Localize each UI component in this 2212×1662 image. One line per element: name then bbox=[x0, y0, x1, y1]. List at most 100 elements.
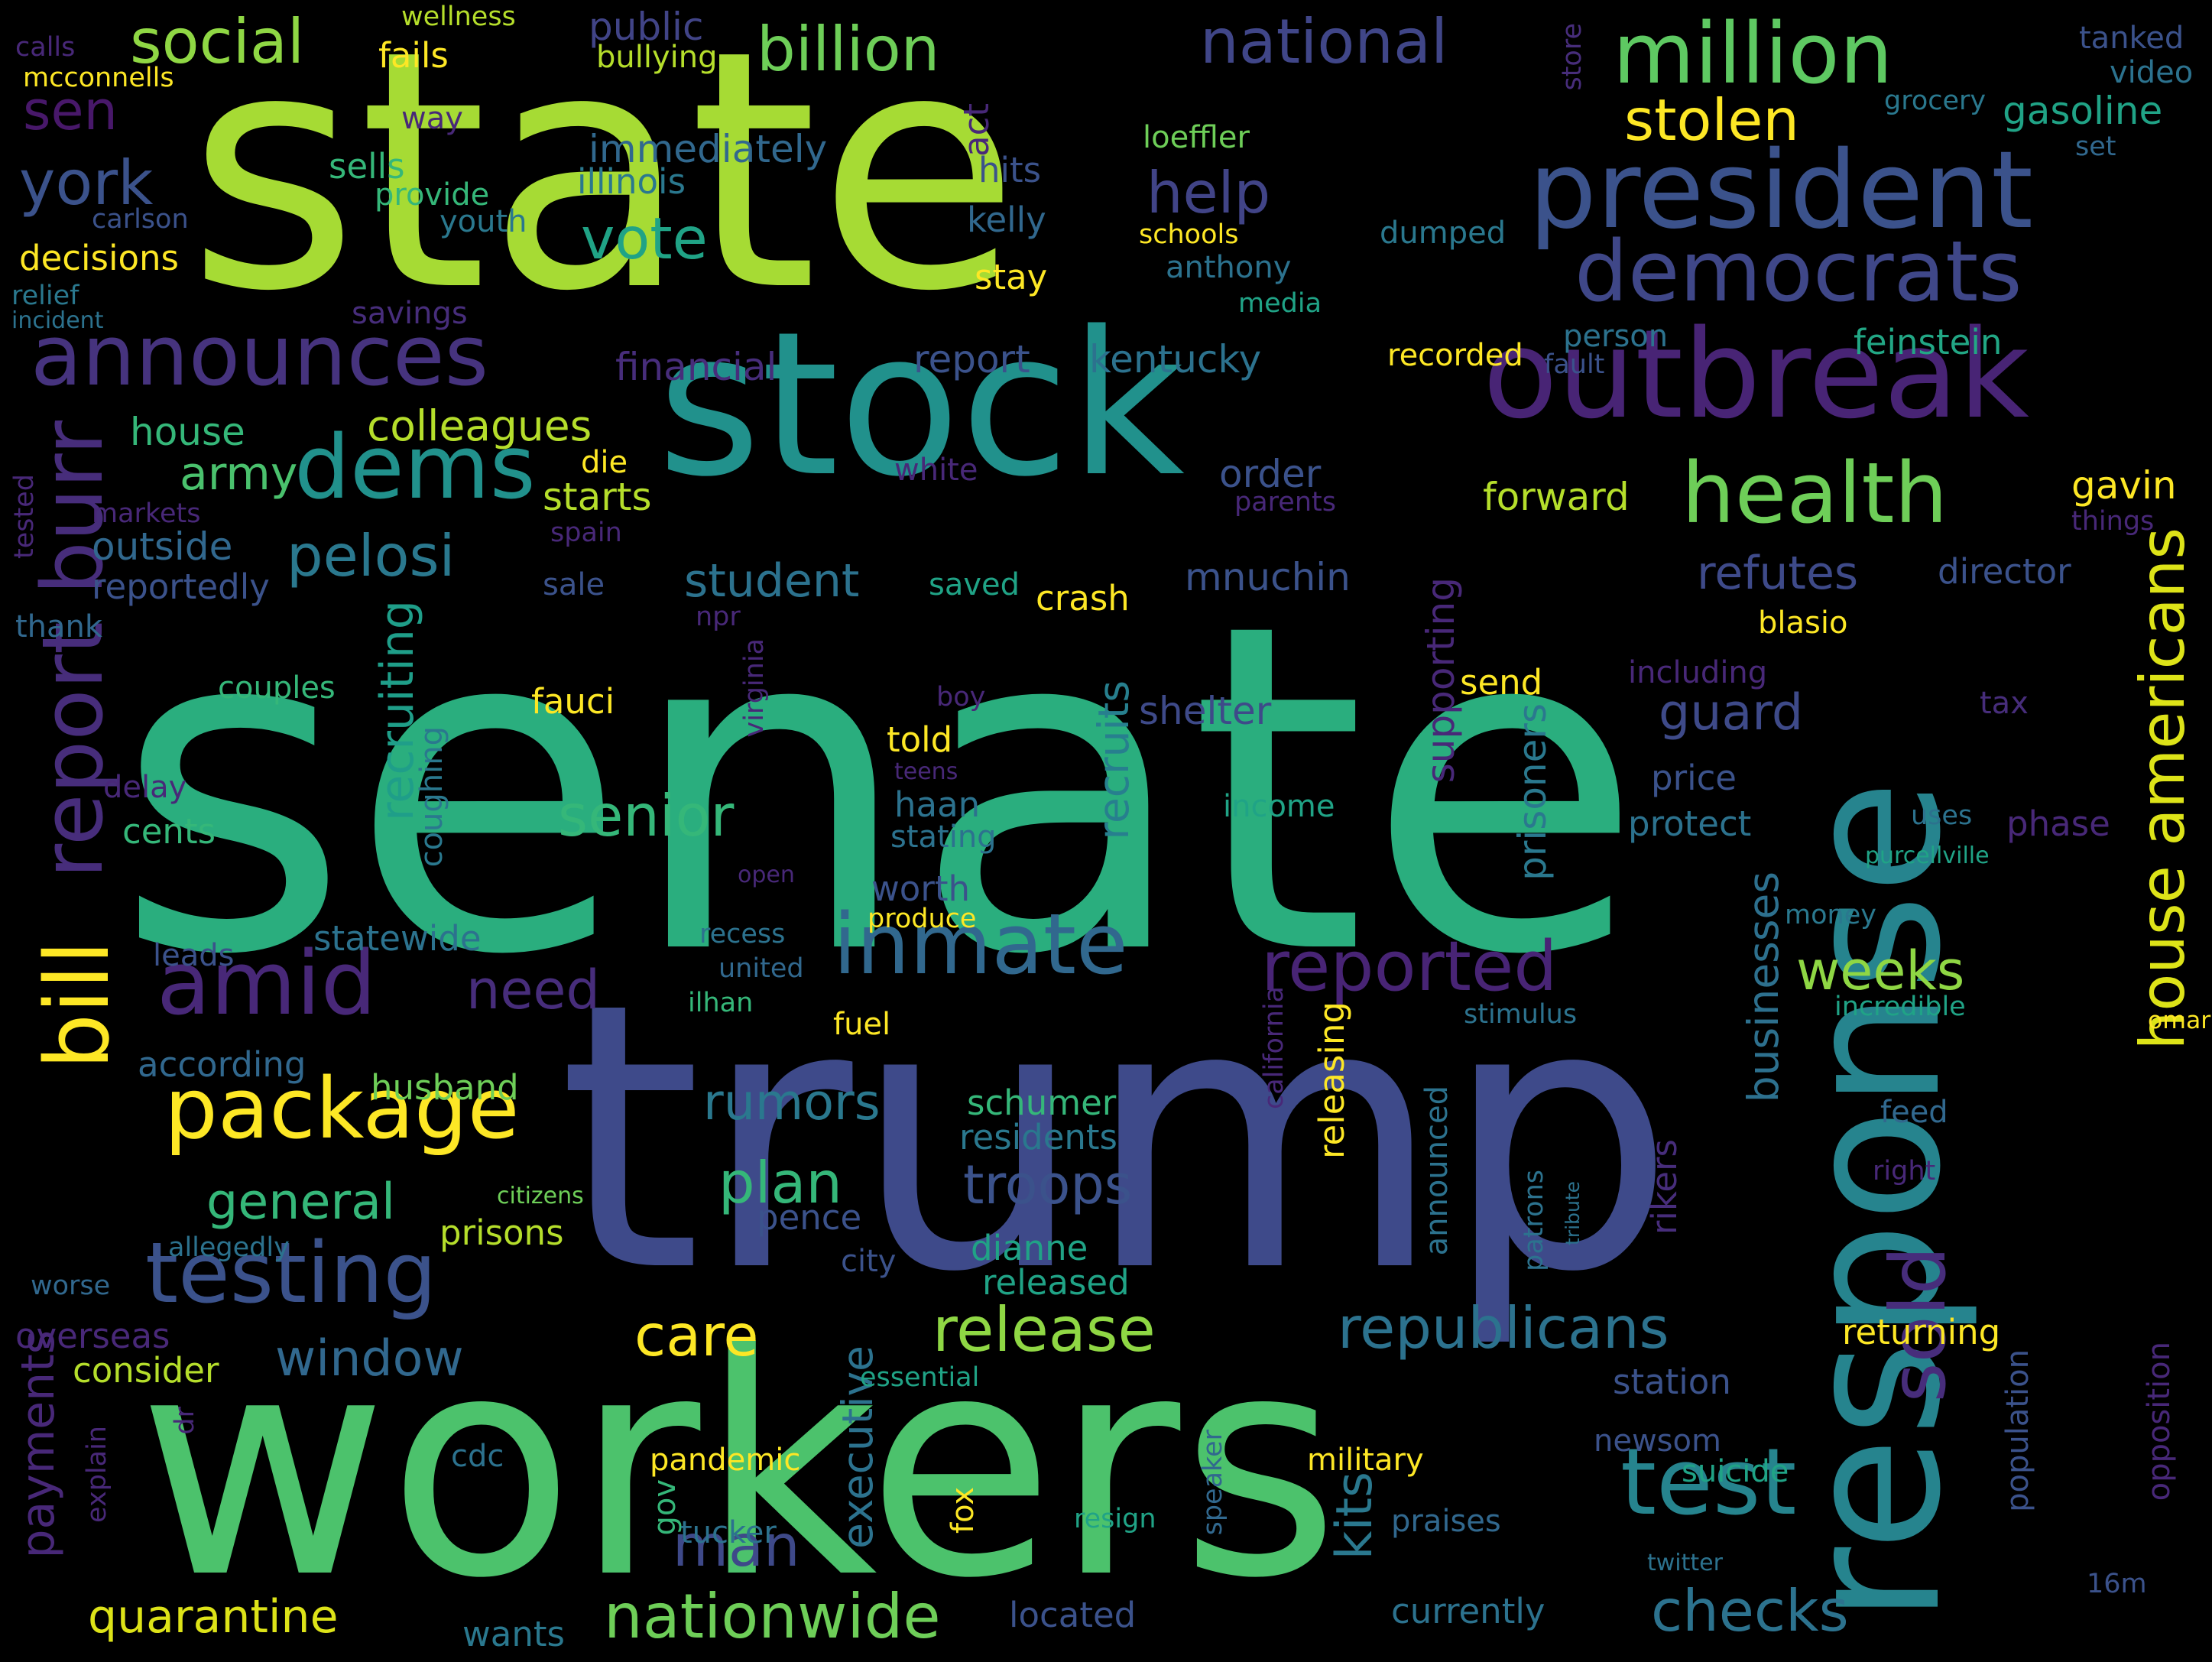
word-united: united bbox=[718, 953, 804, 984]
word-troops: troops bbox=[963, 1154, 1133, 1216]
word-thank: thank bbox=[15, 609, 103, 644]
word-teens: teens bbox=[894, 758, 958, 785]
word-haan: haan bbox=[894, 784, 981, 825]
word-package: package bbox=[164, 1060, 520, 1157]
word-virginia: virginia bbox=[739, 638, 770, 738]
word-leads: leads bbox=[153, 938, 235, 973]
word-tribute: tribute bbox=[1562, 1181, 1584, 1245]
word-california: california bbox=[1259, 986, 1289, 1110]
word-tanked: tanked bbox=[2079, 21, 2184, 56]
word-outside: outside bbox=[92, 524, 233, 569]
word-explain: explain bbox=[82, 1426, 112, 1523]
word-quarantine: quarantine bbox=[88, 1590, 339, 1644]
word-recruits: recruits bbox=[1089, 680, 1138, 840]
word-overseas: overseas bbox=[15, 1316, 170, 1356]
word-dr: dr bbox=[170, 1407, 200, 1435]
word-need: need bbox=[466, 959, 600, 1021]
word-resign: resign bbox=[1074, 1504, 1156, 1534]
word-pandemic: pandemic bbox=[650, 1443, 801, 1478]
word-currently: currently bbox=[1391, 1591, 1545, 1631]
word-army: army bbox=[180, 447, 298, 501]
word-stock: stock bbox=[657, 290, 1185, 521]
word-tax: tax bbox=[1980, 686, 2029, 721]
word-immediately: immediately bbox=[589, 127, 828, 171]
word-payments: payments bbox=[11, 1330, 65, 1559]
word-located: located bbox=[1009, 1595, 1137, 1635]
word-house: house bbox=[130, 410, 245, 454]
word-loeffler: loeffler bbox=[1143, 120, 1250, 155]
word-worse: worse bbox=[31, 1271, 111, 1301]
word-illinois: illinois bbox=[577, 161, 686, 202]
word-mcconnells: mcconnells bbox=[23, 63, 174, 93]
word-things: things bbox=[2071, 506, 2155, 537]
word-person: person bbox=[1563, 319, 1669, 354]
word-report-burr: report burr bbox=[24, 420, 122, 878]
word-suicide: suicide bbox=[1682, 1454, 1789, 1489]
word-stay: stay bbox=[975, 257, 1048, 297]
word-protect: protect bbox=[1628, 803, 1752, 844]
word-rikers: rikers bbox=[1644, 1139, 1685, 1235]
word-stimulus: stimulus bbox=[1464, 999, 1578, 1030]
word-consider: consider bbox=[73, 1350, 219, 1391]
word-media: media bbox=[1238, 288, 1322, 319]
word-colleagues: colleagues bbox=[367, 401, 592, 450]
word-citizens: citizens bbox=[497, 1183, 584, 1209]
word-worth: worth bbox=[871, 868, 971, 909]
word-provide: provide bbox=[375, 177, 490, 213]
word-trump: trump bbox=[558, 925, 1676, 1352]
word-vote: vote bbox=[581, 205, 708, 272]
word-million: million bbox=[1613, 5, 1893, 102]
word-set: set bbox=[2075, 131, 2116, 162]
word-bullying: bullying bbox=[596, 40, 718, 75]
word-kelly: kelly bbox=[967, 200, 1046, 240]
word-price: price bbox=[1651, 758, 1737, 798]
word-sale: sale bbox=[543, 567, 605, 602]
word-tested: tested bbox=[9, 474, 40, 559]
word-national: national bbox=[1200, 6, 1448, 77]
word-tucker: tucker bbox=[680, 1515, 777, 1550]
word-forward: forward bbox=[1483, 475, 1630, 519]
word-markets: markets bbox=[92, 498, 201, 529]
word-phase: phase bbox=[2006, 803, 2110, 844]
word-senate: senate bbox=[115, 528, 1644, 1053]
word-store: store bbox=[1557, 23, 1588, 91]
word-speaker: speaker bbox=[1198, 1430, 1228, 1536]
word-omar: omar bbox=[2148, 1007, 2211, 1034]
word-parents: parents bbox=[1234, 487, 1336, 518]
word-sells: sells bbox=[329, 146, 405, 187]
word-york: york bbox=[19, 148, 154, 219]
word-prisons: prisons bbox=[439, 1212, 564, 1253]
word-city: city bbox=[841, 1244, 897, 1279]
word-checks: checks bbox=[1651, 1577, 1849, 1644]
word-stolen: stolen bbox=[1624, 86, 1799, 154]
word-test: test bbox=[1620, 1430, 1797, 1536]
word-told: told bbox=[887, 719, 953, 760]
word-anthony: anthony bbox=[1166, 250, 1292, 285]
word-starts: starts bbox=[543, 475, 652, 519]
word-releasing: releasing bbox=[1312, 1001, 1352, 1159]
word-workers: workers bbox=[138, 1290, 1340, 1645]
word-carlson: carlson bbox=[92, 204, 189, 235]
word-newsom: newsom bbox=[1594, 1423, 1721, 1459]
word-reported: reported bbox=[1261, 927, 1558, 1007]
word-senior: senior bbox=[558, 782, 735, 849]
word-delay: delay bbox=[103, 770, 187, 805]
word-savings: savings bbox=[352, 296, 468, 331]
word-send: send bbox=[1460, 662, 1543, 703]
word-uses: uses bbox=[1911, 800, 1973, 831]
word-student: student bbox=[684, 554, 860, 608]
word-report: report bbox=[913, 337, 1030, 381]
word-right: right bbox=[1873, 1156, 1936, 1186]
word-businesses: businesses bbox=[1739, 872, 1788, 1103]
word-youth: youth bbox=[439, 204, 527, 239]
word-calls: calls bbox=[15, 32, 76, 63]
word-white: white bbox=[894, 453, 978, 488]
word-fault: fault bbox=[1544, 349, 1605, 380]
word-supporting: supporting bbox=[1419, 577, 1463, 784]
word-stating: stating bbox=[890, 820, 997, 855]
word-money: money bbox=[1785, 900, 1876, 930]
word-gavin: gavin bbox=[2071, 463, 2177, 508]
word-health: health bbox=[1682, 444, 1948, 542]
word-military: military bbox=[1307, 1443, 1424, 1478]
